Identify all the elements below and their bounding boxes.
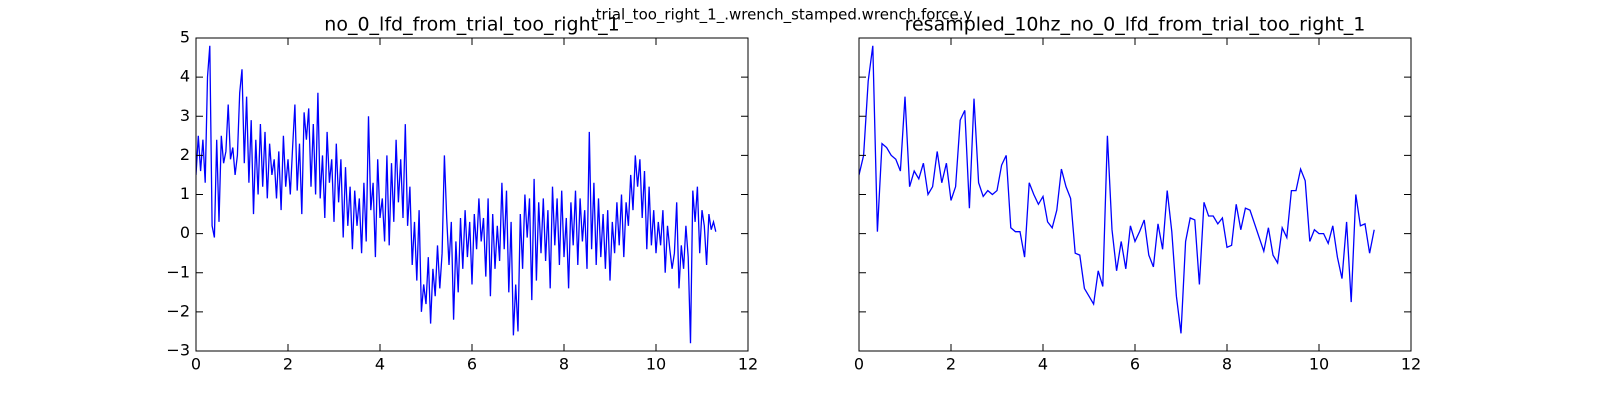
x-tick-label: 10 [646,355,666,374]
axes-title: no_0_lfd_from_trial_too_right_1 [324,14,619,36]
x-tick-label: 10 [1309,355,1329,374]
x-tick-label: 2 [946,355,956,374]
data-line [196,45,717,344]
data-line [859,45,1375,334]
y-tick-label: 4 [180,67,190,86]
x-tick-label: 2 [283,355,293,374]
y-tick-label: 0 [180,223,190,242]
x-tick-label: 0 [854,355,864,374]
x-tick-label: 6 [1130,355,1140,374]
figure-title: trial_too_right_1_.wrench_stamped.wrench… [596,6,973,25]
x-tick-label: 4 [1038,355,1048,374]
y-tick-label: −1 [166,262,190,281]
axes-frame [858,37,1412,352]
axes-frame [195,37,749,352]
y-tick-label: 3 [180,106,190,125]
x-tick-label: 4 [375,355,385,374]
x-tick-label: 12 [1401,355,1421,374]
y-tick-label: 5 [180,28,190,47]
x-tick-label: 6 [467,355,477,374]
x-tick-label: 8 [1222,355,1232,374]
axes-title: resampled_10hz_no_0_lfd_from_trial_too_r… [905,14,1366,36]
y-tick-label: 2 [180,145,190,164]
x-tick-label: 8 [559,355,569,374]
y-tick-label: −3 [166,341,190,360]
y-tick-label: −2 [166,301,190,320]
x-tick-label: 0 [191,355,201,374]
y-tick-label: 1 [180,184,190,203]
x-tick-label: 12 [738,355,758,374]
